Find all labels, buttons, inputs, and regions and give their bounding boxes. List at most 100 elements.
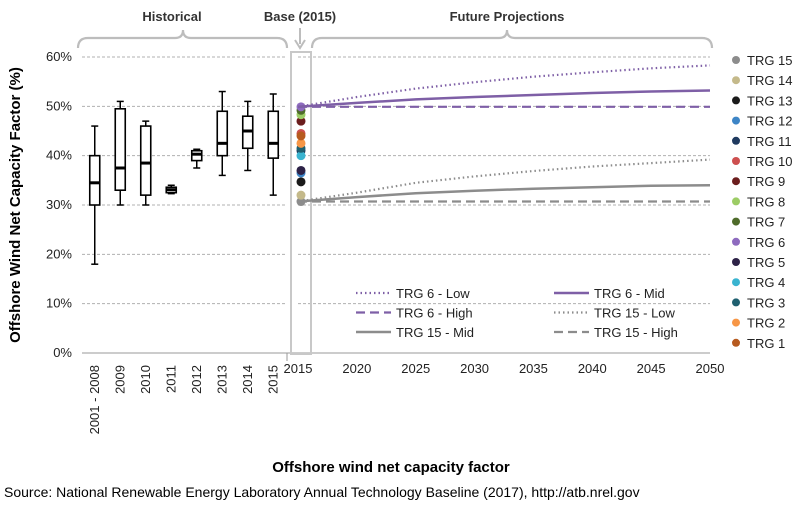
legend-swatch-point (732, 237, 740, 246)
legend-label-trg: TRG 15 (747, 53, 793, 68)
x-tick-label-historical: 2014 (240, 365, 255, 394)
base-year-frame (290, 51, 312, 355)
legend-swatch-point (732, 116, 740, 125)
base-point-trg-9 (296, 116, 306, 126)
bracket-historical (76, 29, 289, 49)
base-point-trg-5 (296, 165, 306, 175)
legend-swatch-point (732, 217, 740, 226)
box-iqr (114, 108, 127, 192)
series-line-trg-6-mid (297, 89, 711, 109)
legend-swatch-point (732, 76, 740, 85)
legend-swatch-point (732, 197, 740, 206)
legend-label-trg: TRG 3 (747, 295, 785, 310)
y-tick-label: 0% (53, 345, 72, 360)
x-tick-label-historical: 2013 (214, 365, 229, 394)
legend-label: TRG 15 - Low (594, 306, 676, 321)
legend-swatch-point (732, 177, 740, 186)
x-tick-label-future: 2035 (519, 361, 548, 376)
box-iqr (139, 125, 152, 196)
legend-label-trg: TRG 2 (747, 316, 785, 331)
x-tick-label-historical: 2012 (189, 365, 204, 394)
projection-lines (297, 64, 711, 203)
legend-label-trg: TRG 10 (747, 154, 793, 169)
legend-label-trg: TRG 4 (747, 275, 785, 290)
y-tick-label: 50% (46, 98, 72, 113)
y-tick-label: 60% (46, 49, 72, 64)
legend-label-trg: TRG 6 (747, 235, 785, 250)
box-iqr (216, 110, 229, 157)
legend-label-trg: TRG 8 (747, 194, 785, 209)
legend-swatch-point (732, 258, 740, 266)
x-tick-label-historical: 2010 (138, 365, 153, 394)
base-year-points (296, 102, 306, 207)
boxplot (190, 148, 203, 169)
source-note: Source: National Renewable Energy Labora… (4, 484, 640, 500)
historical-boxplots (88, 90, 280, 265)
legend-label-trg: TRG 11 (747, 134, 792, 149)
legend-label-trg: TRG 7 (747, 215, 785, 230)
boxplot (241, 100, 254, 172)
legend-swatch-point (732, 278, 740, 287)
base-point-trg-13 (296, 177, 306, 187)
boxplot (139, 120, 152, 206)
legend-label: TRG 15 - High (594, 325, 678, 340)
base-point-trg-2 (296, 138, 306, 148)
base-point-trg-4 (296, 151, 306, 161)
base-point-trg-1 (296, 131, 306, 141)
section-label-future: Future Projections (450, 9, 565, 24)
chart-legend: TRG 6 - Low TRG 6 - Mid TRG 6 - High TRG 15… (356, 286, 678, 340)
legend-swatch-point (732, 56, 740, 64)
x-axis-title: Offshore wind net capacity factor (272, 459, 510, 476)
x-tick-label-future: 2045 (637, 361, 666, 376)
legend-label-trg: TRG 13 (747, 93, 793, 108)
y-tick-label: 30% (46, 197, 72, 212)
boxplot (88, 125, 101, 265)
box-iqr (88, 154, 101, 206)
section-label-historical: Historical (142, 9, 201, 24)
gridlines (82, 56, 710, 361)
x-axis-ticks: 2001 - 2008 2009 2010 2011 2012 2013 2014 2015 2… (87, 361, 725, 434)
legend-swatch-point (732, 298, 740, 307)
legend-label-trg: TRG 14 (747, 73, 793, 88)
boxplot (267, 93, 280, 196)
legend-label: TRG 6 - High (396, 306, 473, 321)
x-tick-label-historical: 2015 (265, 365, 280, 394)
y-tick-label: 40% (46, 148, 72, 163)
x-tick-label-future: 2015 (284, 361, 313, 376)
legend-swatch-point (732, 318, 740, 327)
trg-legend: TRG 15 TRG 14 TRG 13 TRG 12 TRG 11 TRG 10 TRG … (732, 53, 793, 351)
y-axis-ticks: 0% 10% 20% 30% 40% 50% 60% (46, 49, 72, 360)
legend-label-trg: TRG 9 (747, 174, 785, 189)
base-point-trg-14 (296, 190, 306, 200)
section-brackets (76, 28, 714, 355)
y-tick-label: 10% (46, 296, 72, 311)
legend-label: TRG 15 - Mid (396, 325, 474, 340)
x-tick-label-historical: 2009 (112, 365, 127, 394)
series-line-trg-15-low (297, 158, 711, 203)
boxplot (165, 184, 178, 195)
legend-swatch-point (732, 136, 740, 145)
x-tick-label-future: 2050 (696, 361, 725, 376)
x-tick-label-historical: 2001 - 2008 (87, 365, 102, 434)
legend-swatch-point (732, 96, 740, 105)
arrow-base-head (294, 39, 306, 50)
y-axis-title: Offshore Wind Net Capacity Factor (%) (7, 67, 24, 343)
x-tick-label-future: 2020 (342, 361, 371, 376)
boxplot (216, 90, 229, 177)
legend-label-trg: TRG 12 (747, 114, 793, 129)
x-tick-label-future: 2025 (401, 361, 430, 376)
legend-label-trg: TRG 1 (747, 336, 785, 351)
y-tick-label: 20% (46, 246, 72, 261)
legend-label-trg: TRG 5 (747, 255, 785, 270)
boxplot (114, 100, 127, 206)
series-line-trg-6-low (297, 64, 711, 108)
box-iqr (267, 110, 280, 159)
bracket-future (310, 29, 714, 49)
x-tick-label-future: 2040 (578, 361, 607, 376)
legend-swatch-point (732, 157, 740, 165)
x-tick-label-future: 2030 (460, 361, 489, 376)
legend-label: TRG 6 - Low (396, 286, 470, 301)
legend-swatch-point (732, 338, 740, 347)
